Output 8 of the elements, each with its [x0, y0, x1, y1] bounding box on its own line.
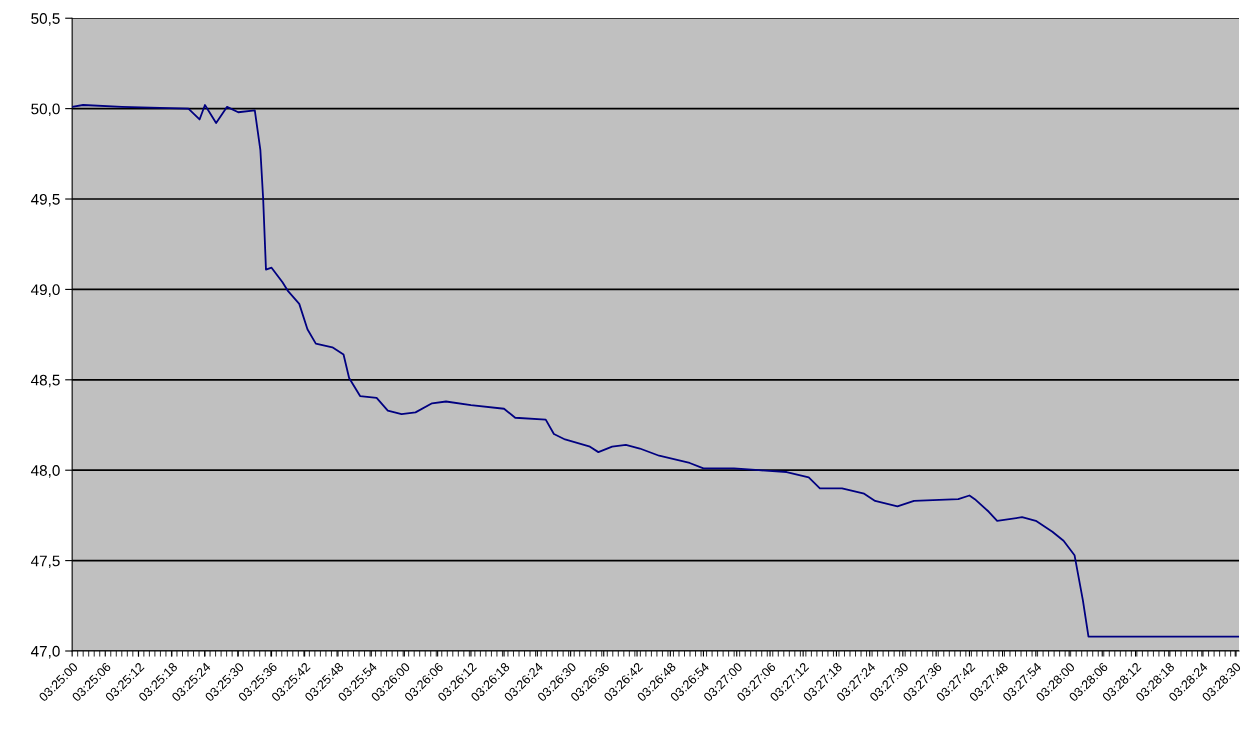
y-tick-label: 50,5	[31, 13, 60, 26]
y-tick-label: 48,0	[30, 465, 60, 478]
y-tick-label: 49,0	[30, 284, 60, 297]
y-tick-label: 50,0	[31, 103, 60, 117]
y-tick-label: 48,5	[30, 374, 60, 388]
y-tick-label: 47,5	[30, 555, 60, 569]
y-tick-label: 47,0	[30, 645, 60, 659]
y-tick-label: 49,5	[30, 193, 60, 207]
